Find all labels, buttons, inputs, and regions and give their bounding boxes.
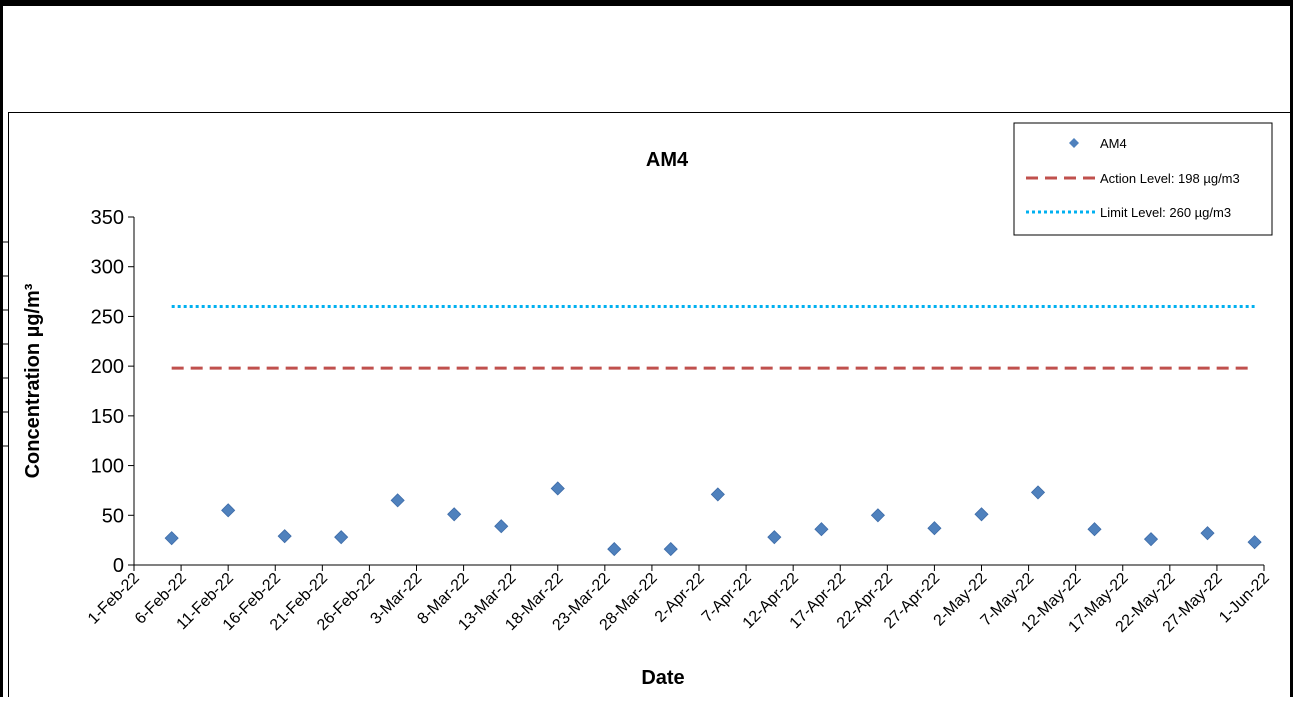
y-tick-label: 200: [91, 356, 124, 378]
y-tick-label: 50: [102, 505, 124, 527]
reference-lines: [171, 304, 1255, 370]
y-tick-label: 250: [91, 306, 124, 328]
y-axis-ticks: 0 50 100 150 200 250 300 350: [91, 207, 134, 577]
data-point: [221, 503, 236, 518]
data-point: [277, 529, 292, 544]
legend-marker-am4: [1069, 138, 1079, 148]
data-point: [870, 508, 885, 523]
data-point: [1247, 535, 1262, 550]
x-axis-ticks: 1-Feb-226-Feb-2211-Feb-2216-Feb-2221-Feb…: [85, 565, 1273, 636]
chart-title: AM4: [646, 149, 689, 171]
data-point: [710, 487, 725, 502]
data-point: [494, 519, 509, 534]
data-point: [164, 531, 179, 546]
y-tick-label: 300: [91, 257, 124, 279]
data-point: [334, 530, 349, 545]
data-point: [974, 507, 989, 522]
data-point: [1030, 485, 1046, 500]
data-point: [390, 493, 405, 508]
data-point: [1200, 526, 1215, 541]
data-points: [164, 481, 1262, 557]
data-point: [767, 530, 782, 545]
x-tick-label: 1-Jun-22: [1216, 570, 1273, 627]
legend-label: Action Level: 198 µg/m3: [1100, 171, 1240, 186]
legend-label: AM4: [1100, 136, 1127, 151]
left-edge-marks: [0, 241, 8, 447]
chart-svg: AM4 Concentration µg/m³ Date 0 50 100 150 20…: [22, 122, 1273, 689]
data-point: [550, 481, 565, 496]
y-tick-label: 0: [113, 555, 124, 577]
legend: AM4 Action Level: 198 µg/m3 Limit Level: 2…: [1013, 122, 1273, 236]
data-point: [1087, 522, 1102, 537]
y-tick-label: 350: [91, 207, 124, 229]
legend-label: Limit Level: 260 µg/m3: [1100, 205, 1231, 220]
y-tick-label: 150: [91, 406, 124, 428]
x-tick-label: 2-Apr-22: [652, 570, 708, 626]
data-point: [663, 542, 678, 557]
data-point: [607, 542, 622, 557]
data-point: [447, 507, 462, 522]
y-axis-label: Concentration µg/m³: [22, 283, 44, 478]
data-point: [1143, 532, 1159, 547]
data-point: [814, 522, 829, 537]
x-axis-label: Date: [641, 667, 684, 689]
chart-area: AM4 Concentration µg/m³ Date 0 50 100 150 20…: [8, 112, 1291, 697]
y-tick-label: 100: [91, 456, 124, 478]
data-point: [927, 521, 942, 536]
